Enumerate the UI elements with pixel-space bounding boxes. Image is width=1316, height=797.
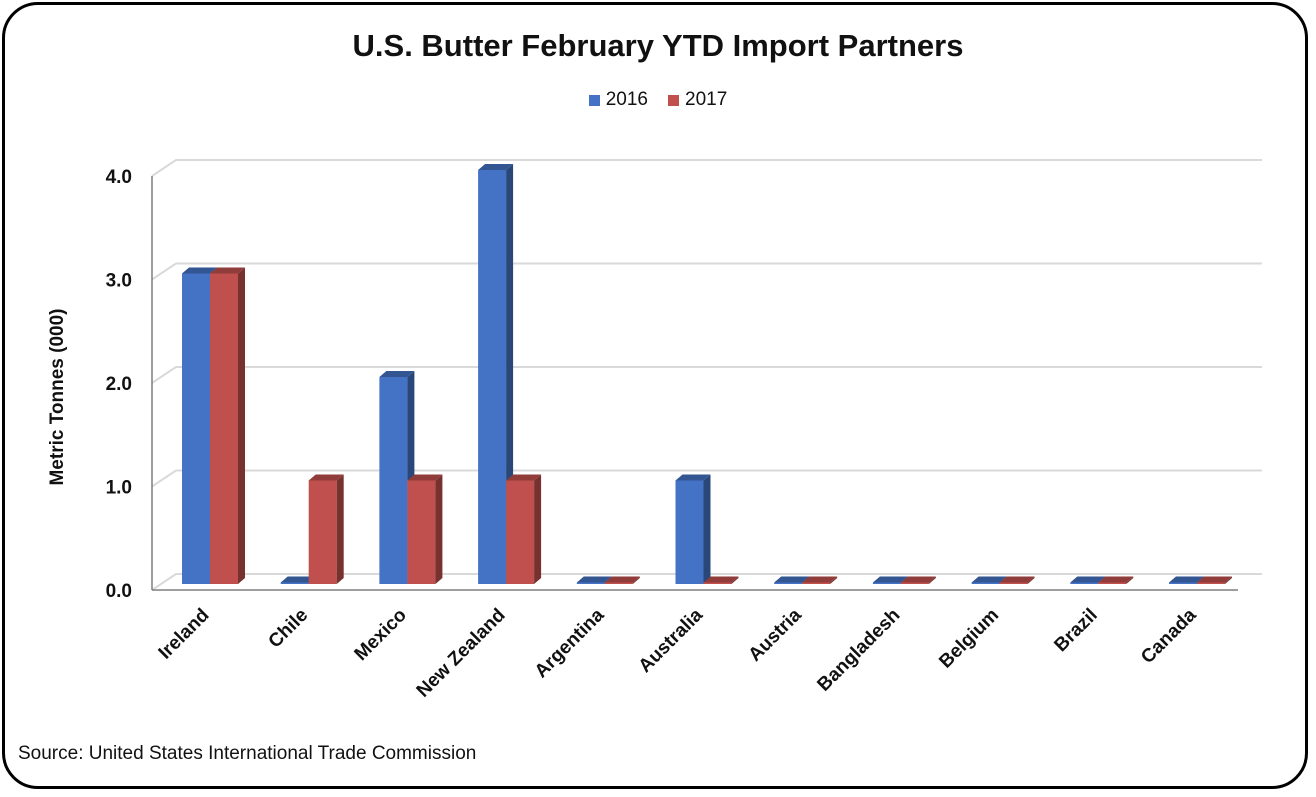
legend-label-2016: 2016	[605, 89, 648, 110]
x-tick-label: Ireland	[155, 605, 214, 664]
gridline	[151, 366, 1262, 384]
source-note: Source: United States International Trad…	[18, 743, 477, 764]
bar-2017-brazil	[1098, 576, 1134, 584]
gridline	[151, 159, 1262, 177]
bar-2017-belgium	[999, 576, 1035, 584]
bar-2017-ireland	[210, 267, 245, 584]
bar-2017-chile	[308, 474, 344, 584]
bar-2017-new-zealand	[506, 474, 542, 584]
gridline	[151, 262, 1262, 281]
bar-2017-argentina	[604, 576, 640, 584]
bar-2017-mexico	[407, 474, 443, 584]
x-tick-label: Canada	[1137, 604, 1201, 668]
legend-item-2017: 2017	[668, 89, 727, 111]
bar-2016-new-zealand	[478, 164, 514, 584]
chart-legend: 2016 2017	[0, 89, 1316, 111]
legend-swatch-2016	[588, 94, 600, 106]
x-tick-label: Argentina	[531, 604, 609, 682]
bar-2017-bangladesh	[900, 576, 936, 584]
x-tick-label: New Zealand	[413, 605, 510, 702]
x-tick-label: Austria	[745, 604, 806, 665]
x-tick-label: Brazil	[1050, 605, 1101, 656]
chart-title: U.S. Butter February YTD Import Partners	[352, 28, 964, 63]
gridline	[151, 573, 1262, 591]
x-tick-label: Australia	[635, 604, 708, 677]
bar-2017-australia	[703, 576, 739, 584]
y-tick-label: 2.0	[106, 374, 132, 395]
gridline	[151, 469, 1262, 488]
y-tick-label: 0.0	[106, 581, 132, 602]
y-tick-label: 4.0	[106, 167, 132, 188]
y-tick-label: 1.0	[106, 478, 132, 499]
legend-swatch-2017	[668, 94, 679, 106]
legend-item-2016: 2016	[588, 89, 648, 111]
legend-label-2017: 2017	[685, 89, 728, 110]
x-tick-label: Chile	[265, 605, 313, 653]
bar-2016-australia	[675, 474, 711, 584]
bar-2017-canada	[1197, 576, 1232, 584]
bar-2017-austria	[802, 576, 838, 584]
x-tick-label: Mexico	[351, 605, 411, 665]
x-tick-label: Bangladesh	[813, 605, 904, 696]
y-tick-label: 3.0	[106, 271, 132, 292]
x-tick-label: Belgium	[935, 605, 1003, 673]
